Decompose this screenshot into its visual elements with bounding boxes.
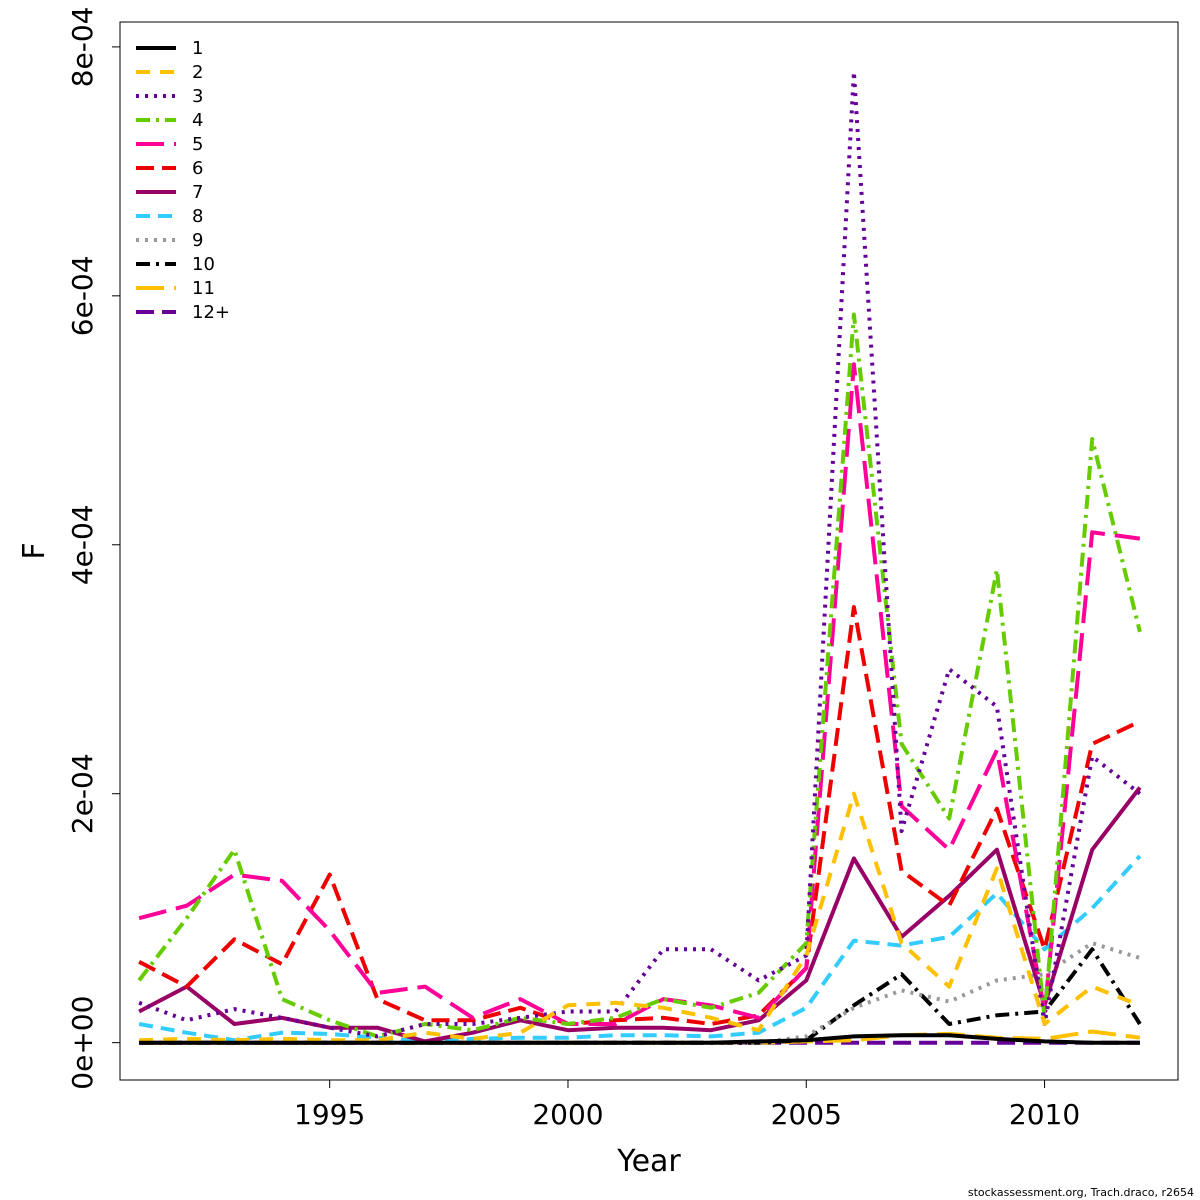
series-line-age-8 [138, 854, 1142, 1044]
legend: 1 2 3 4 5 6 7 8 9 10 11 12+ [136, 38, 230, 323]
series-layer [137, 69, 1142, 1045]
legend-label-age-6: 6 [192, 158, 203, 179]
y-tick-label-8e-04: 8e-04 [66, 7, 99, 88]
legend-label-age-4: 4 [192, 110, 203, 131]
x-tick-label-2010: 2010 [1009, 1098, 1080, 1131]
series-line-age-1 [139, 1033, 1140, 1045]
plot-frame [119, 21, 1179, 1081]
x-tick-label-1995: 1995 [294, 1098, 365, 1131]
credit-text: stockassessment.org, Trach.draco, r2654 [968, 1186, 1194, 1199]
x-axis-title: Year [616, 1144, 681, 1179]
series-line-age-2 [139, 791, 1141, 1043]
x-tick-label-2000: 2000 [532, 1098, 603, 1131]
y-tick-label-4e-04: 4e-04 [66, 504, 99, 585]
legend-label-age-12plus: 12+ [192, 302, 230, 323]
legend-label-age-5: 5 [192, 134, 203, 155]
series-line-age-9 [139, 941, 1141, 1045]
axes-layer: 1995 2000 2005 2010 0e+00 2e-04 4e-04 6e-04 8e-0… [66, 7, 1080, 1131]
legend-label-age-8: 8 [192, 206, 203, 227]
legend-label-age-9: 9 [192, 230, 203, 251]
legend-label-age-11: 11 [192, 278, 215, 299]
series-line-age-6 [138, 605, 1141, 1026]
series-line-age-5 [138, 362, 1141, 1026]
y-tick-label-6e-04: 6e-04 [66, 255, 99, 336]
legend-label-age-2: 2 [192, 62, 203, 83]
legend-label-age-10: 10 [192, 254, 215, 275]
y-axis-title: F [17, 542, 52, 559]
series-line-age-4 [137, 312, 1142, 1039]
legend-label-age-7: 7 [192, 182, 203, 203]
y-tick-label-0e+00: 0e+00 [66, 996, 99, 1090]
x-tick-label-2005: 2005 [771, 1098, 842, 1131]
series-line-age-3 [138, 69, 1142, 1039]
legend-label-age-1: 1 [192, 38, 203, 59]
legend-label-age-3: 3 [192, 86, 203, 107]
y-tick-label-2e-04: 2e-04 [66, 753, 99, 834]
